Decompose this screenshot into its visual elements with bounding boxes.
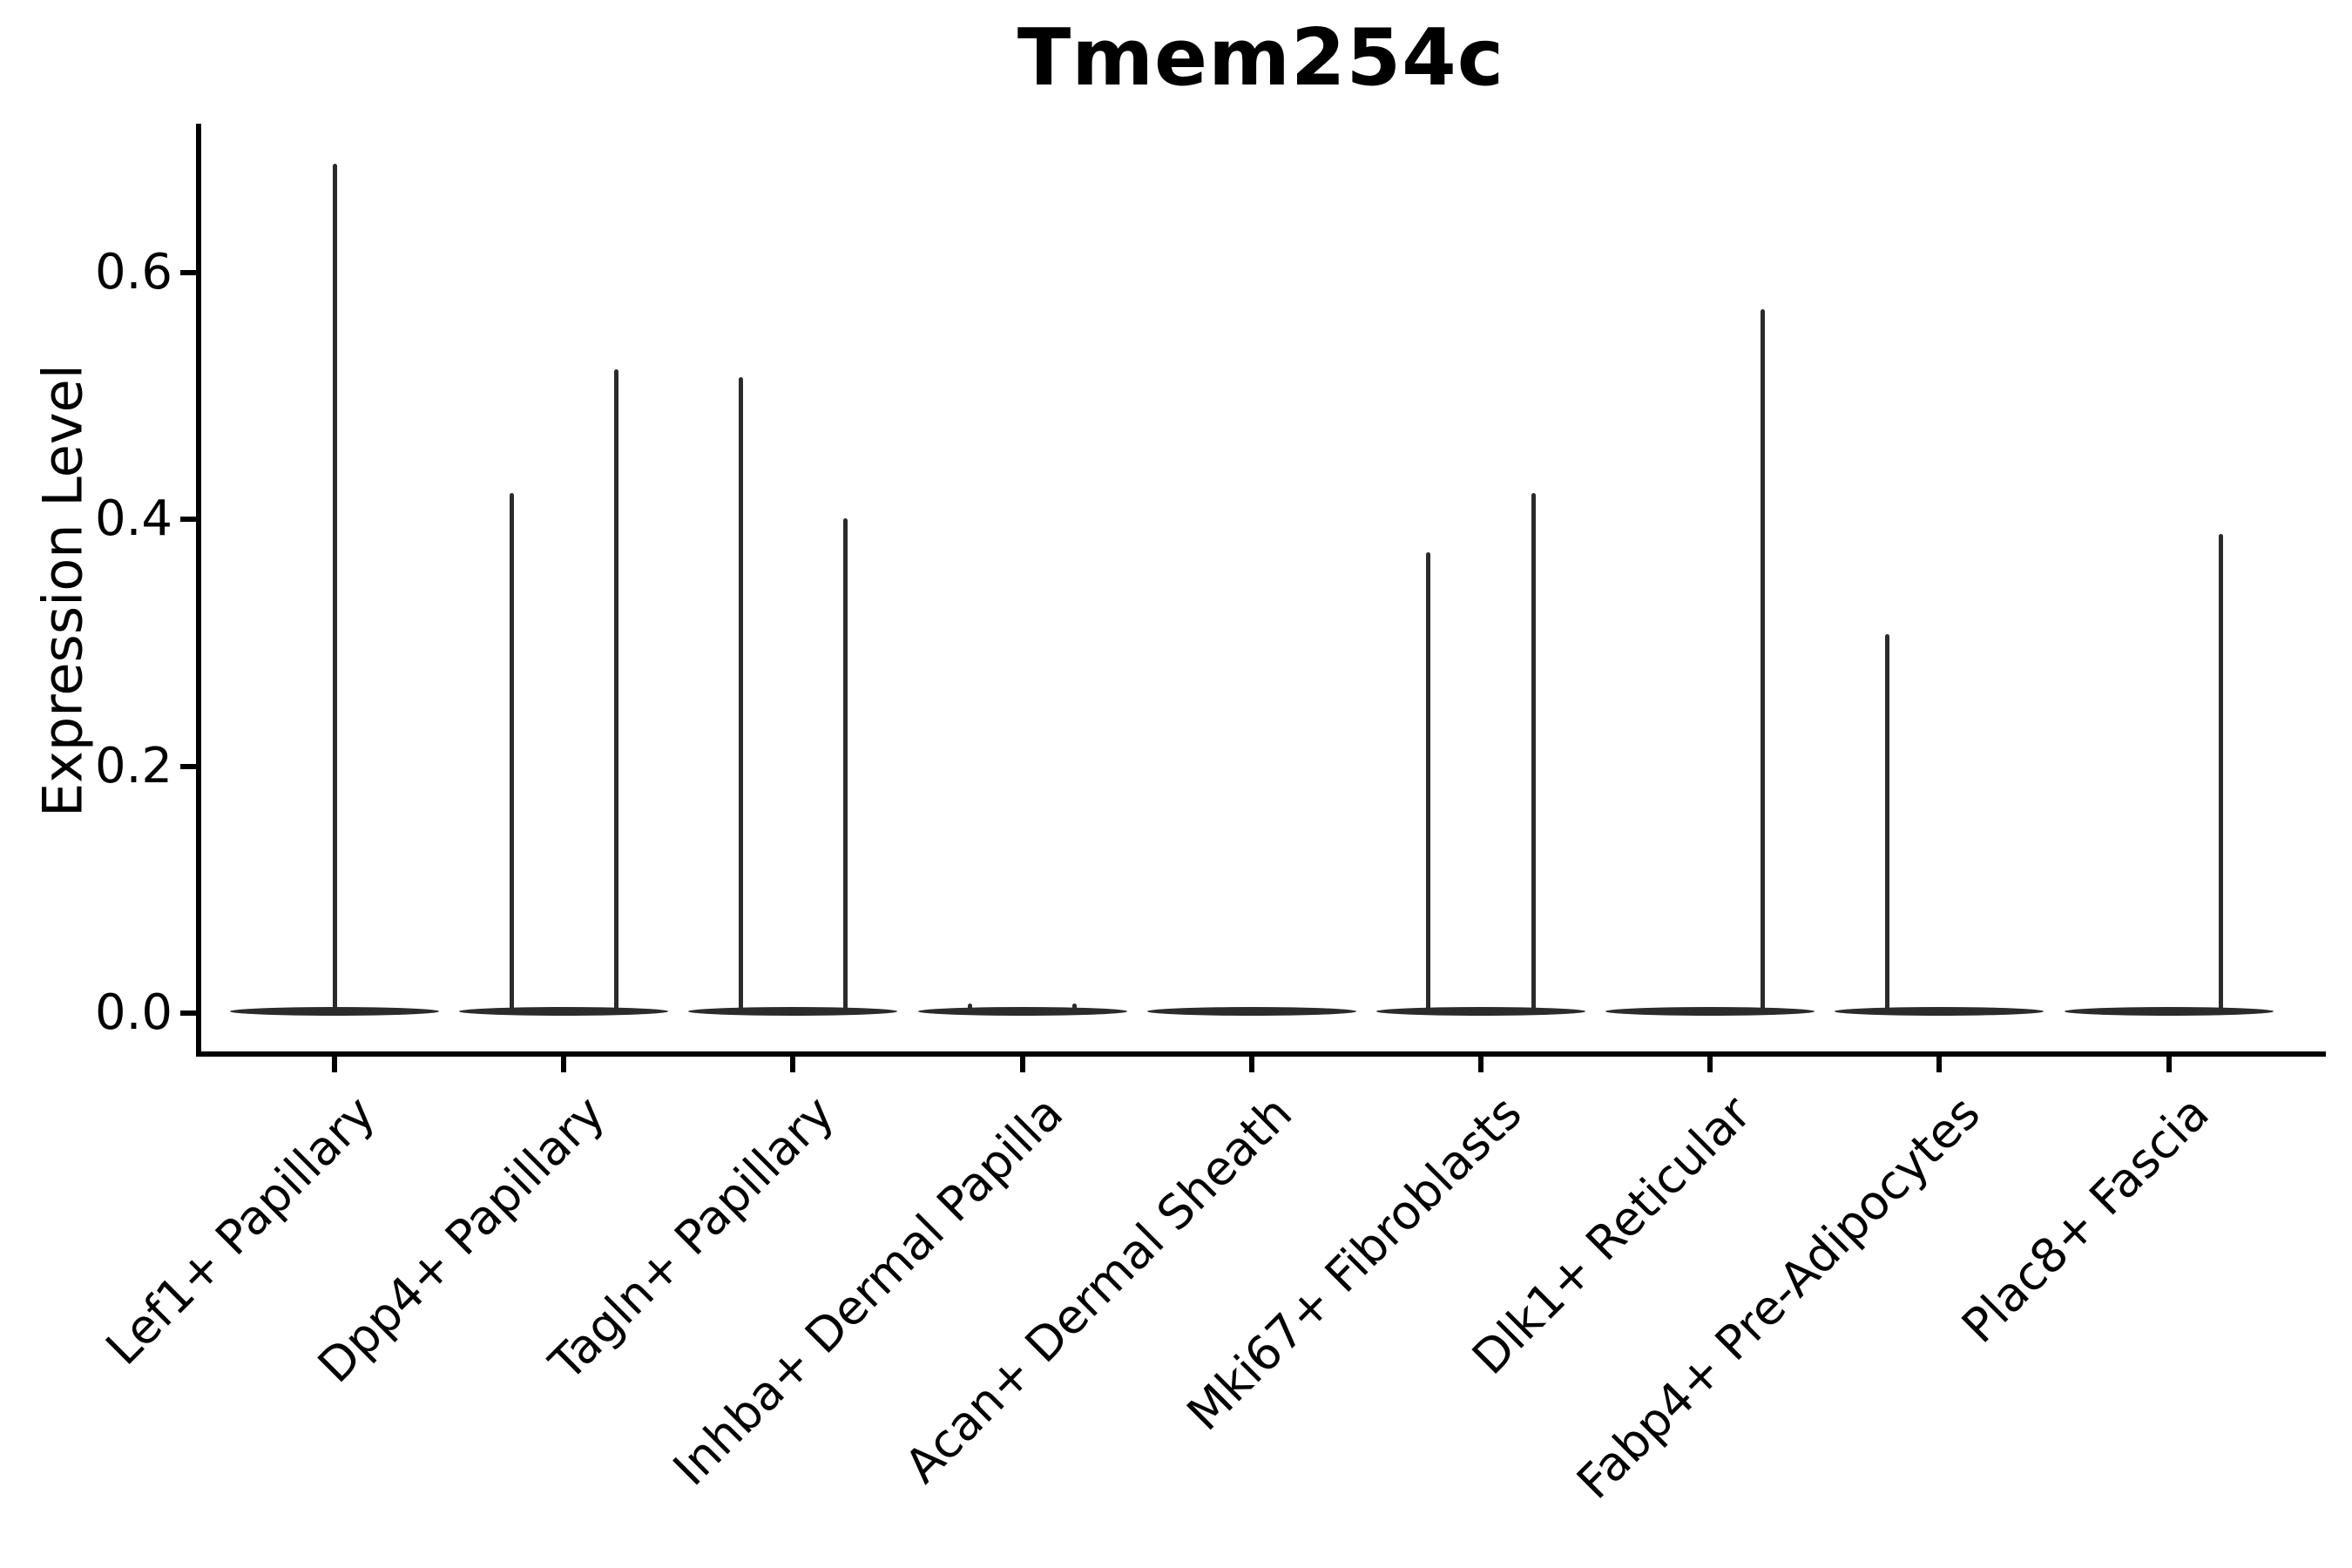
violin-spike bbox=[332, 163, 337, 1010]
violin-spike bbox=[2219, 534, 2224, 1010]
x-tick-mark bbox=[1936, 1057, 1943, 1072]
x-tick-label: Acan+ Dermal Sheath bbox=[894, 1085, 1303, 1494]
x-tick-mark bbox=[2166, 1057, 2172, 1072]
violin-body bbox=[1835, 1007, 2044, 1016]
x-tick-mark bbox=[1707, 1057, 1713, 1072]
violin-body bbox=[917, 1007, 1127, 1016]
violin-spike bbox=[1072, 1003, 1078, 1010]
violin-body bbox=[1605, 1007, 1815, 1016]
x-tick-mark bbox=[790, 1057, 796, 1072]
violin-spike bbox=[738, 376, 743, 1010]
y-axis-label: Expression Level bbox=[30, 364, 95, 817]
x-axis-spine bbox=[196, 1051, 2326, 1057]
violin-body bbox=[459, 1007, 669, 1016]
y-tick-mark bbox=[180, 1010, 196, 1016]
y-tick-mark bbox=[180, 763, 196, 769]
violin-body bbox=[1376, 1007, 1585, 1016]
violin-spike bbox=[968, 1003, 973, 1010]
y-tick-label: 0.0 bbox=[94, 984, 172, 1041]
x-tick-mark bbox=[1478, 1057, 1484, 1072]
violin-body bbox=[2064, 1007, 2274, 1016]
violin-spike bbox=[613, 369, 618, 1010]
violin-body bbox=[1146, 1007, 1356, 1016]
y-tick-mark bbox=[180, 517, 196, 522]
y-axis-spine bbox=[196, 124, 201, 1057]
x-tick-mark bbox=[332, 1057, 337, 1072]
y-tick-label: 0.4 bbox=[94, 490, 172, 547]
x-tick-label: Inhba+ Dermal Papilla bbox=[662, 1085, 1074, 1497]
x-tick-mark bbox=[1248, 1057, 1254, 1072]
violin-spike bbox=[509, 493, 514, 1010]
x-tick-label: Plac8+ Fascia bbox=[1951, 1085, 2220, 1354]
chart-title: Tmem254c bbox=[1017, 12, 1505, 104]
violin-body bbox=[688, 1007, 898, 1016]
violin-spike bbox=[1531, 493, 1536, 1010]
violin-spike bbox=[1884, 633, 1889, 1010]
y-tick-label: 0.6 bbox=[94, 243, 172, 301]
violin-body bbox=[230, 1007, 439, 1016]
y-tick-mark bbox=[180, 269, 196, 275]
y-tick-label: 0.2 bbox=[94, 737, 172, 794]
violin-spike bbox=[1760, 309, 1765, 1010]
violin-spike bbox=[1426, 552, 1431, 1010]
x-tick-mark bbox=[561, 1057, 567, 1072]
violin-spike bbox=[842, 517, 848, 1010]
x-tick-label: Fabp4+ Pre-Adipocytes bbox=[1566, 1085, 1990, 1510]
x-tick-mark bbox=[1019, 1057, 1025, 1072]
